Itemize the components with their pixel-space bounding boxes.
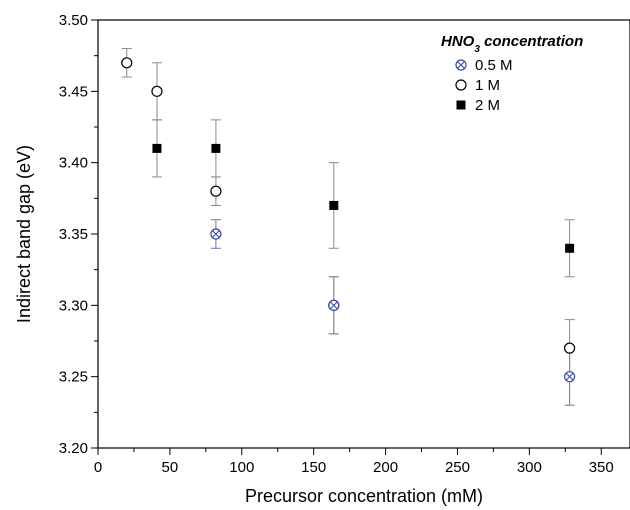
legend-title-main: HNO [441, 33, 475, 50]
x-tick-label: 250 [445, 459, 470, 476]
x-axis-title: Precursor concentration (mM) [245, 486, 483, 506]
axis-ticks [91, 19, 602, 455]
x-tick-label: 300 [517, 459, 542, 476]
error-bars [121, 48, 575, 406]
data-point [328, 299, 340, 311]
y-tick-label: 3.20 [59, 440, 88, 457]
legend-marker [455, 59, 467, 71]
legend-marker [455, 79, 467, 91]
data-markers [121, 57, 576, 383]
x-tick-label: 350 [589, 459, 614, 476]
legend-label: 0.5 M [475, 57, 513, 74]
legend-items: 0.5 M 1 M 2 M [455, 57, 513, 114]
data-point [210, 185, 222, 197]
data-point [329, 200, 339, 210]
y-axis-title: Indirect band gap (eV) [14, 145, 34, 323]
data-point [211, 143, 221, 153]
legend-item: 0.5 M [455, 57, 513, 74]
data-point [152, 143, 162, 153]
legend: HNO3 concentration 0.5 M 1 M 2 M [441, 33, 583, 114]
data-point [565, 243, 575, 253]
legend-label: 2 M [475, 97, 500, 114]
y-tick-label: 3.35 [59, 226, 88, 243]
x-tick-label: 100 [229, 459, 254, 476]
axis-tick-labels: 0 50 100 150 200 250 300 350 3.20 3.25 3.30 3.35 3.4… [59, 12, 614, 476]
legend-label: 1 M [475, 77, 500, 94]
data-point [564, 342, 576, 354]
y-tick-label: 3.50 [59, 12, 88, 29]
legend-marker [456, 100, 466, 110]
legend-title-rest: concentration [480, 33, 583, 50]
legend-item: 2 M [456, 97, 500, 114]
plot-frame [97, 19, 630, 449]
data-point [210, 228, 222, 240]
y-tick-label: 3.25 [59, 369, 88, 386]
data-point [151, 85, 163, 97]
legend-title: HNO3 concentration [441, 33, 583, 55]
x-tick-label: 150 [301, 459, 326, 476]
legend-item: 1 M [455, 77, 500, 94]
y-tick-label: 3.45 [59, 83, 88, 100]
x-tick-label: 200 [373, 459, 398, 476]
x-tick-label: 0 [94, 459, 102, 476]
data-point [121, 57, 133, 69]
y-tick-label: 3.30 [59, 297, 88, 314]
data-point [564, 371, 576, 383]
x-tick-label: 50 [162, 459, 179, 476]
y-tick-label: 3.40 [59, 155, 88, 172]
legend-title-sub: 3 [474, 44, 480, 55]
